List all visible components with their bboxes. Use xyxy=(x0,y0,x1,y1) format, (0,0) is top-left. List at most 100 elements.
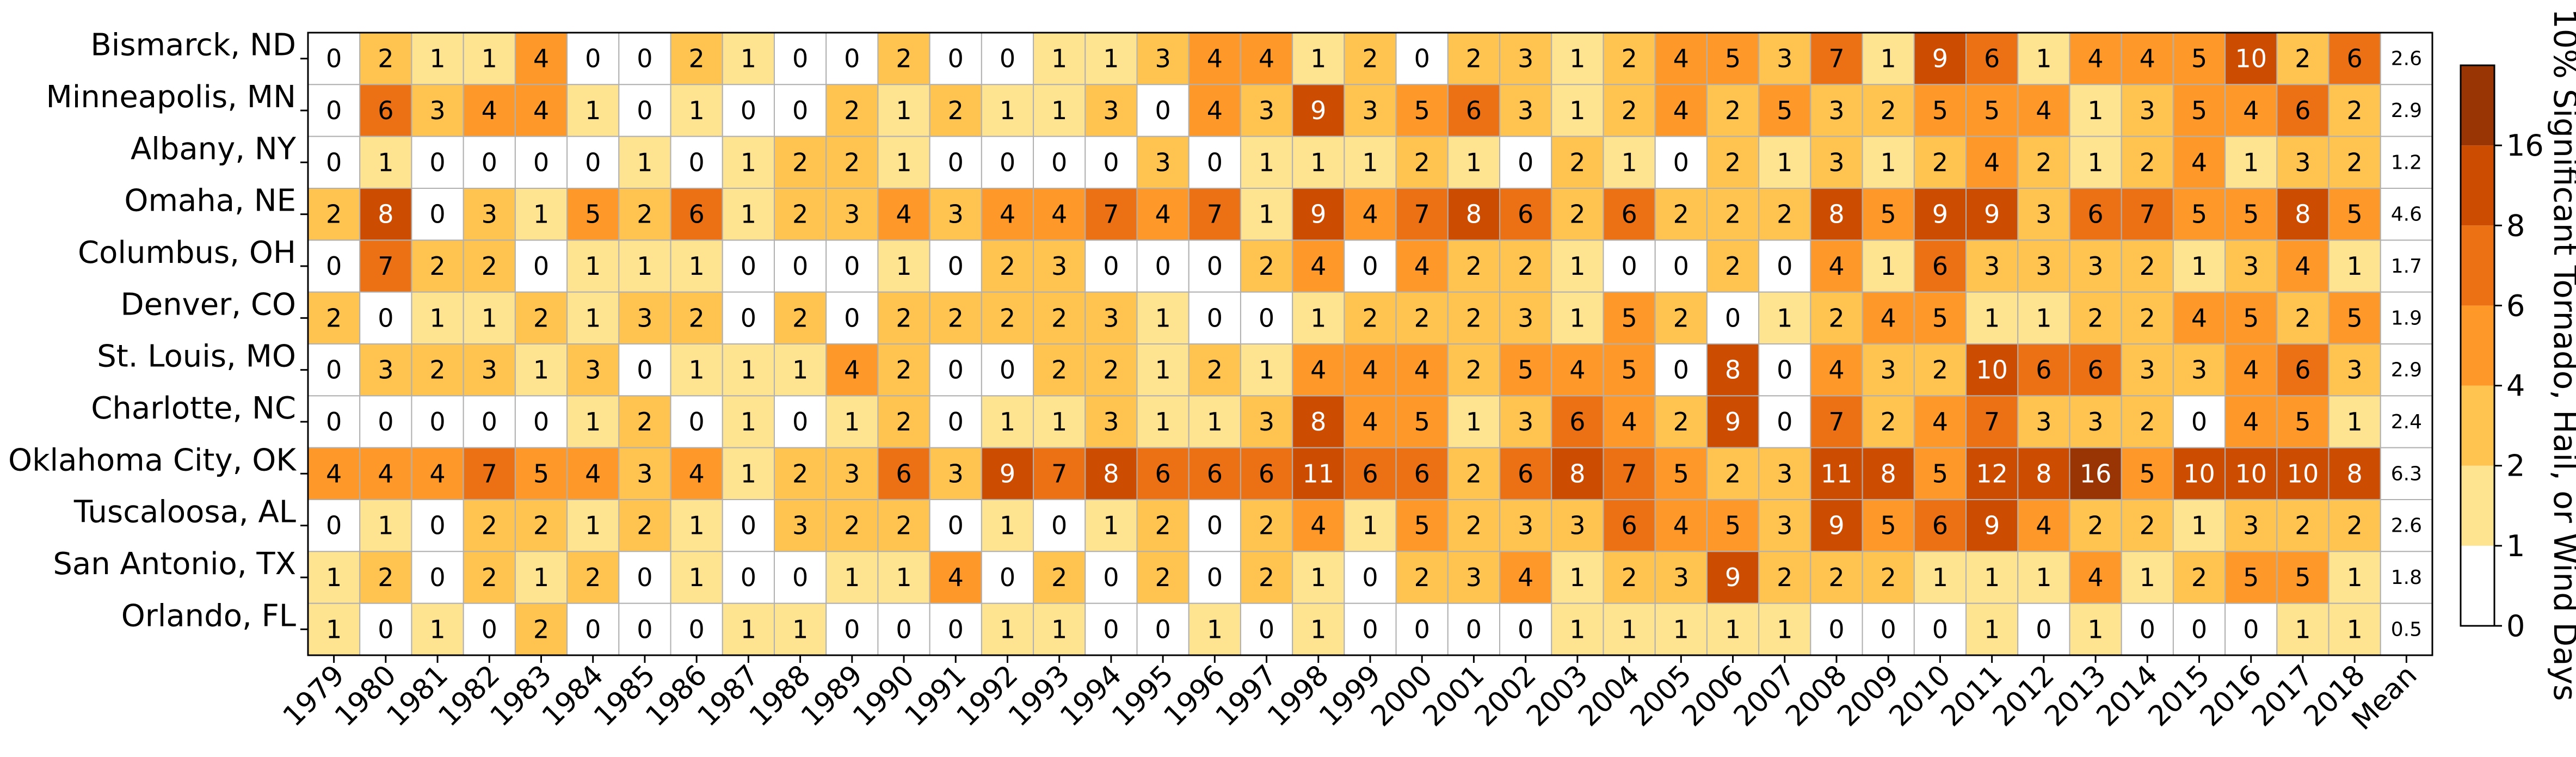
cell-value-label: 4 xyxy=(1828,355,1844,385)
cell-value-label: 5 xyxy=(1881,200,1896,229)
column-label: 1989 xyxy=(795,659,869,733)
cell-value-label: 2 xyxy=(1725,251,1741,281)
cell-value-label: 1 xyxy=(1881,251,1896,281)
cell-value-label: 7 xyxy=(1414,200,1430,229)
cell-value-label: 4 xyxy=(2295,251,2310,281)
heatmap-cell xyxy=(2328,84,2381,137)
heatmap-cell xyxy=(1188,602,1241,656)
cell-value-label: 3 xyxy=(1103,96,1119,125)
cell-value-label: 7 xyxy=(1207,200,1223,229)
cell-value-label: 0 xyxy=(1518,614,1533,644)
cell-value-label: 1 xyxy=(482,44,497,73)
cell-value-label: 8 xyxy=(1466,200,1482,229)
cell-value-label: 2 xyxy=(1103,355,1119,385)
heatmap-cell xyxy=(2069,84,2122,137)
heatmap-cell xyxy=(1810,136,1863,189)
column-label: 1988 xyxy=(743,659,817,733)
row-label: San Antonio, TX xyxy=(53,546,296,582)
cell-value-label: 2 xyxy=(1259,563,1274,592)
cell-value-label: 2 xyxy=(1466,251,1482,281)
heatmap-cell xyxy=(1965,602,2019,656)
cell-value-label: 2 xyxy=(1155,563,1170,592)
heatmap-cell xyxy=(1810,239,1863,293)
heatmap-cell xyxy=(1084,551,1138,604)
mean-cell-label: 4.6 xyxy=(2391,204,2422,226)
colorbar-label: 10% Significant Tornado, Hail, or Wind D… xyxy=(2547,9,2576,701)
cell-value-label: 11 xyxy=(1303,459,1335,488)
heatmap-cell xyxy=(359,395,412,448)
mean-cell-label: 1.8 xyxy=(2391,567,2422,589)
cell-value-label: 2 xyxy=(1621,96,1637,125)
cell-value-label: 2 xyxy=(792,147,808,177)
cell-value-label: 1 xyxy=(741,147,756,177)
cell-value-label: 8 xyxy=(2295,200,2310,229)
cell-value-label: 0 xyxy=(1103,251,1119,281)
cell-value-label: 1 xyxy=(1569,563,1585,592)
cell-value-label: 5 xyxy=(2243,303,2259,333)
cell-value-label: 1 xyxy=(1000,511,1015,540)
cell-value-label: 1 xyxy=(1621,614,1637,644)
colorbar-tick-label: 8 xyxy=(2506,208,2525,243)
cell-value-label: 2 xyxy=(2140,147,2155,177)
cell-value-label: 2 xyxy=(326,303,342,333)
cell-value-label: 2 xyxy=(1000,251,1015,281)
heatmap-cell xyxy=(825,188,879,241)
heatmap-cell xyxy=(1965,447,2019,501)
heatmap-cell xyxy=(1654,188,1708,241)
cell-value-label: 6 xyxy=(1518,200,1533,229)
cell-value-label: 0 xyxy=(948,614,964,644)
cell-value-label: 2 xyxy=(326,200,342,229)
heatmap-cell xyxy=(877,291,930,345)
colorbar-tick-label: 1 xyxy=(2506,529,2525,563)
heatmap-cell xyxy=(307,291,361,345)
heatmap-cell xyxy=(1862,239,1915,293)
heatmap-cell xyxy=(1965,136,2019,189)
column-label: 2002 xyxy=(1469,659,1543,733)
mean-cell-label: 1.9 xyxy=(2391,307,2422,329)
heatmap-cell xyxy=(1862,291,1915,345)
cell-value-label: 2 xyxy=(1466,303,1482,333)
column-label: 2017 xyxy=(2246,659,2320,733)
cell-value-label: 4 xyxy=(1155,200,1170,229)
cell-value-label: 0 xyxy=(1414,614,1430,644)
heatmap-cell xyxy=(307,395,361,448)
heatmap-cell xyxy=(1084,447,1138,501)
row-label: St. Louis, MO xyxy=(97,339,296,374)
cell-value-label: 1 xyxy=(1621,147,1637,177)
heatmap-cell xyxy=(1758,188,1811,241)
heatmap-cell xyxy=(2017,447,2070,501)
cell-value-label: 6 xyxy=(2036,355,2051,385)
heatmap-cell xyxy=(2172,602,2226,656)
cell-value-label: 1 xyxy=(896,147,911,177)
heatmap-cell xyxy=(1344,447,1397,501)
heatmap-cell xyxy=(825,602,879,656)
heatmap-cell xyxy=(1240,32,1293,85)
cell-value-label: 1 xyxy=(2243,147,2259,177)
cell-value-label: 10 xyxy=(2235,44,2267,73)
cell-value-label: 2 xyxy=(378,44,393,73)
cell-value-label: 1 xyxy=(689,511,705,540)
cell-value-label: 1 xyxy=(1051,614,1067,644)
cell-value-label: 0 xyxy=(844,251,860,281)
heatmap-cell xyxy=(1188,136,1241,189)
cell-value-label: 0 xyxy=(1000,355,1015,385)
cell-value-label: 1 xyxy=(844,563,860,592)
cell-value-label: 0 xyxy=(637,44,652,73)
colorbar-segment xyxy=(2461,225,2494,306)
cell-value-label: 1 xyxy=(1259,200,1274,229)
heatmap-cell xyxy=(825,291,879,345)
cell-value-label: 5 xyxy=(2191,44,2207,73)
cell-value-label: 6 xyxy=(1362,459,1378,488)
heatmap-cell xyxy=(307,188,361,241)
cell-value-label: 0 xyxy=(1259,303,1274,333)
cell-value-label: 2 xyxy=(1673,200,1689,229)
heatmap-cell xyxy=(463,239,516,293)
heatmap-cell xyxy=(566,447,620,501)
cell-value-label: 6 xyxy=(2295,355,2310,385)
cell-value-label: 1 xyxy=(1000,407,1015,436)
cell-value-label: 1 xyxy=(844,407,860,436)
cell-value-label: 6 xyxy=(1207,459,1223,488)
cell-value-label: 8 xyxy=(1569,459,1585,488)
cell-value-label: 4 xyxy=(1310,355,1326,385)
cell-value-label: 1 xyxy=(896,251,911,281)
